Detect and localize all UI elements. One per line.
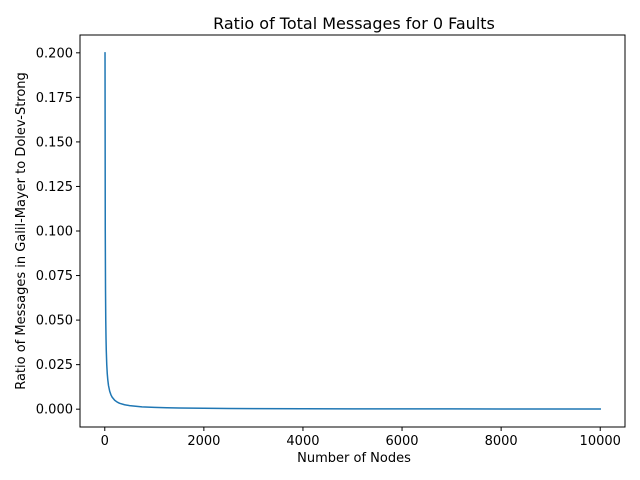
x-tick-label: 8000 bbox=[485, 434, 518, 449]
plot-content bbox=[104, 52, 601, 410]
y-tick-label: 0.025 bbox=[36, 358, 73, 373]
x-tick-label: 0 bbox=[101, 434, 109, 449]
x-axis: 0 2000 4000 6000 8000 10000 bbox=[101, 427, 621, 449]
y-tick-label: 0.150 bbox=[36, 135, 73, 150]
y-tick-label: 0.050 bbox=[36, 314, 73, 329]
y-tick-label: 0.175 bbox=[36, 91, 73, 106]
y-axis-label: Ratio of Messages in Galil-Mayer to Dole… bbox=[14, 72, 29, 390]
y-tick-label: 0.200 bbox=[36, 46, 73, 61]
y-tick-label: 0.000 bbox=[36, 403, 73, 418]
y-tick-label: 0.100 bbox=[36, 225, 73, 240]
x-axis-label: Number of Nodes bbox=[297, 451, 411, 466]
chart-title: Ratio of Total Messages for 0 Faults bbox=[213, 14, 495, 33]
x-tick-label: 6000 bbox=[385, 434, 418, 449]
x-tick-label: 2000 bbox=[187, 434, 220, 449]
y-axis: 0.000 0.025 0.050 0.075 0.100 0.125 0.150 0.175… bbox=[36, 46, 80, 418]
x-tick-label: 4000 bbox=[286, 434, 319, 449]
series-line bbox=[104, 52, 601, 410]
y-tick-label: 0.075 bbox=[36, 269, 73, 284]
y-tick-label: 0.125 bbox=[36, 180, 73, 195]
x-tick-label: 10000 bbox=[580, 434, 621, 449]
